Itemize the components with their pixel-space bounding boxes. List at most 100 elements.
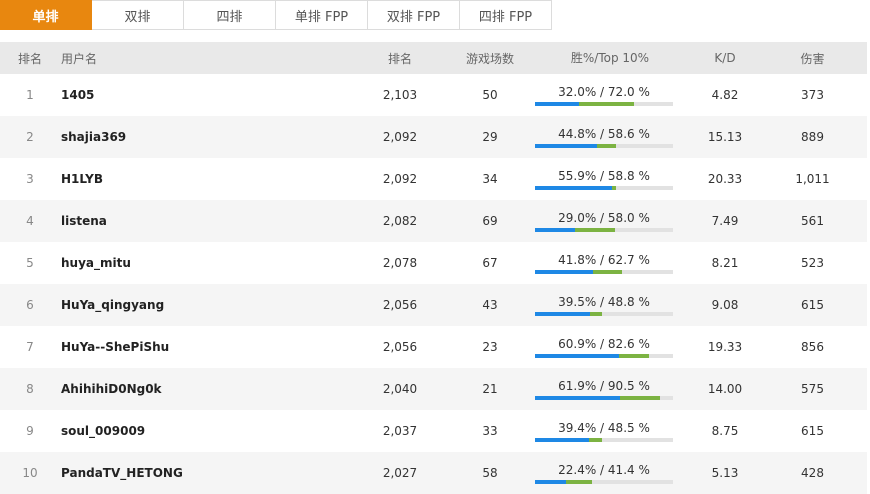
row-win-top10-text: 44.8% / 58.6 % (558, 126, 650, 141)
header-damage[interactable]: 伤害 (800, 51, 825, 66)
row-rating: 2,078 (382, 256, 418, 270)
row-win-top10-text: 39.4% / 48.5 % (558, 420, 650, 435)
header-games[interactable]: 游戏场数 (465, 51, 514, 66)
row-username-link[interactable]: PandaTV_HETONG (61, 466, 183, 480)
row-damage: 428 (801, 466, 824, 480)
header-rating[interactable]: 排名 (387, 51, 412, 66)
row-win-top10-text: 55.9% / 58.8 % (558, 168, 650, 183)
header-username[interactable]: 用户名 (61, 51, 98, 66)
tab-duo[interactable]: 双排 (92, 0, 184, 30)
header-kd[interactable]: K/D (714, 51, 736, 65)
row-kd: 5.13 (711, 466, 739, 480)
row-kd: 8.21 (711, 256, 739, 270)
row-games: 23 (482, 340, 498, 354)
row-rank: 10 (22, 466, 38, 480)
row-damage: 889 (801, 130, 824, 144)
row-damage: 1,011 (795, 172, 830, 186)
row-games: 67 (482, 256, 498, 270)
row-rating: 2,037 (382, 424, 418, 438)
row-win-top10-text: 22.4% / 41.4 % (558, 462, 650, 477)
row-kd: 14.00 (707, 382, 743, 396)
tab-squad[interactable]: 四排 (184, 0, 276, 30)
top10-bar-fill (535, 101, 635, 106)
table-row[interactable]: 6 HuYa_qingyang 2,056 43 39.5% / 48.8 % 9.08 6… (0, 284, 867, 326)
row-win-top10: 32.0% / 72.0 % (535, 74, 685, 116)
win-bar-fill (535, 101, 580, 106)
row-damage: 856 (801, 340, 824, 354)
table-row[interactable]: 7 HuYa--ShePiShu 2,056 23 60.9% / 82.6 % 19.3… (0, 326, 867, 368)
header-win-top10[interactable]: 胜%/Top 10% (535, 42, 685, 74)
win-bar-fill (535, 479, 566, 484)
row-username-link[interactable]: listena (61, 214, 107, 228)
row-rank: 4 (26, 214, 34, 228)
row-rank: 7 (26, 340, 34, 354)
row-username-link[interactable]: HuYa--ShePiShu (61, 340, 170, 354)
win-top10-bar (535, 269, 673, 274)
row-win-top10: 41.8% / 62.7 % (535, 242, 685, 284)
row-rank: 2 (26, 130, 34, 144)
row-username-link[interactable]: huya_mitu (61, 256, 131, 270)
row-username-link[interactable]: AhihihiD0Ng0k (61, 382, 162, 396)
win-bar-fill (535, 269, 593, 274)
table-row[interactable]: 1 1405 2,103 50 32.0% / 72.0 % 4.82 373 (0, 74, 867, 116)
table-row[interactable]: 9 soul_009009 2,037 33 39.4% / 48.5 % 8.75 615 (0, 410, 867, 452)
table-row[interactable]: 3 H1LYB 2,092 34 55.9% / 58.8 % 20.33 1,011 (0, 158, 867, 200)
row-username-link[interactable]: shajia369 (61, 130, 127, 144)
table-row[interactable]: 4 listena 2,082 69 29.0% / 58.0 % 7.49 561 (0, 200, 867, 242)
row-rating: 2,040 (382, 382, 418, 396)
row-damage: 373 (801, 88, 824, 102)
row-username-link[interactable]: soul_009009 (61, 424, 146, 438)
win-top10-bar (535, 479, 673, 484)
win-bar-fill (535, 185, 613, 190)
tab-solo[interactable]: 单排 (0, 0, 92, 30)
mode-tabs: 单排 双排 四排 单排 FPP 双排 FPP 四排 FPP (0, 0, 870, 30)
row-win-top10: 55.9% / 58.8 % (535, 158, 685, 200)
row-username-link[interactable]: 1405 (61, 88, 95, 102)
table-row[interactable]: 2 shajia369 2,092 29 44.8% / 58.6 % 15.13 889 (0, 116, 867, 158)
row-rank: 9 (26, 424, 34, 438)
row-games: 58 (482, 466, 498, 480)
row-username-link[interactable]: HuYa_qingyang (61, 298, 165, 312)
row-games: 33 (482, 424, 498, 438)
row-rank: 1 (26, 88, 34, 102)
row-kd: 15.13 (707, 130, 743, 144)
row-username-link[interactable]: H1LYB (61, 172, 104, 186)
row-rating: 2,082 (382, 214, 418, 228)
row-games: 43 (482, 298, 498, 312)
win-bar-fill (535, 143, 597, 148)
row-rating: 2,027 (382, 466, 418, 480)
win-bar-fill (535, 227, 576, 232)
row-win-top10-text: 41.8% / 62.7 % (558, 252, 650, 267)
row-kd: 19.33 (707, 340, 743, 354)
tab-duo-fpp[interactable]: 双排 FPP (368, 0, 460, 30)
row-games: 29 (482, 130, 498, 144)
row-kd: 20.33 (707, 172, 743, 186)
top10-bar-fill (535, 227, 616, 232)
win-bar-fill (535, 353, 620, 358)
win-bar-fill (535, 311, 590, 316)
tab-squad-fpp[interactable]: 四排 FPP (460, 0, 552, 30)
row-games: 50 (482, 88, 498, 102)
row-games: 34 (482, 172, 498, 186)
header-rank[interactable]: 排名 (17, 51, 42, 66)
header-win-top10-label: 胜%/Top 10% (570, 51, 650, 65)
table-row[interactable]: 10 PandaTV_HETONG 2,027 58 22.4% / 41.4 % 5.1… (0, 452, 867, 494)
row-win-top10-text: 60.9% / 82.6 % (558, 336, 650, 351)
row-rank: 8 (26, 382, 34, 396)
row-damage: 615 (801, 298, 824, 312)
table-row[interactable]: 8 AhihihiD0Ng0k 2,040 21 61.9% / 90.5 % 14.00… (0, 368, 867, 410)
row-games: 21 (482, 382, 498, 396)
row-win-top10-text: 61.9% / 90.5 % (558, 378, 650, 393)
win-top10-bar (535, 437, 673, 442)
win-bar-fill (535, 437, 590, 442)
table-row[interactable]: 5 huya_mitu 2,078 67 41.8% / 62.7 % 8.21 523 (0, 242, 867, 284)
row-damage: 575 (801, 382, 824, 396)
win-bar-fill (535, 395, 621, 400)
row-rating: 2,092 (382, 130, 418, 144)
row-win-top10: 39.5% / 48.8 % (535, 284, 685, 326)
tab-solo-fpp[interactable]: 单排 FPP (276, 0, 368, 30)
win-top10-bar (535, 353, 673, 358)
row-win-top10: 39.4% / 48.5 % (535, 410, 685, 452)
row-kd: 9.08 (711, 298, 739, 312)
win-top10-bar (535, 395, 673, 400)
